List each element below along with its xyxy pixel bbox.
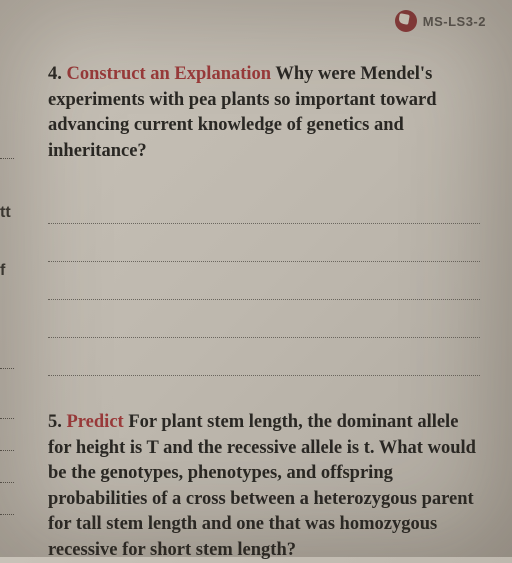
- question-4-number: 4.: [48, 64, 62, 84]
- answer-line[interactable]: [48, 186, 480, 224]
- edge-dotted-line: [0, 482, 14, 483]
- left-edge-fragments: tt f: [0, 0, 20, 557]
- edge-text-f: f: [0, 262, 5, 280]
- answer-line[interactable]: [48, 300, 480, 338]
- question-5-number: 5.: [48, 412, 62, 432]
- answer-line[interactable]: [48, 224, 480, 262]
- answer-lines-q4[interactable]: [48, 186, 480, 376]
- edge-text-tt: tt: [0, 204, 11, 222]
- question-5-verb: Predict: [67, 412, 124, 432]
- question-5-body: For plant stem length, the dominant alle…: [48, 412, 476, 560]
- edge-dotted-line: [0, 368, 14, 369]
- worksheet-page: MS-LS3-2 4. Construct an Explanation Why…: [0, 0, 512, 557]
- question-5: 5. Predict For plant stem length, the do…: [48, 410, 480, 563]
- edge-dotted-line: [0, 418, 14, 419]
- edge-dotted-line: [0, 450, 14, 451]
- answer-line[interactable]: [48, 262, 480, 300]
- standard-code: MS-LS3-2: [423, 14, 486, 29]
- question-4: 4. Construct an Explanation Why were Men…: [48, 62, 480, 376]
- edge-dotted-line: [0, 158, 14, 159]
- answer-line[interactable]: [48, 338, 480, 376]
- edge-dotted-line: [0, 514, 14, 515]
- question-4-text: 4. Construct an Explanation Why were Men…: [48, 62, 480, 164]
- question-4-verb: Construct an Explanation: [67, 64, 272, 84]
- question-5-text: 5. Predict For plant stem length, the do…: [48, 410, 480, 563]
- standard-icon: [395, 10, 417, 32]
- standard-tag: MS-LS3-2: [395, 10, 486, 32]
